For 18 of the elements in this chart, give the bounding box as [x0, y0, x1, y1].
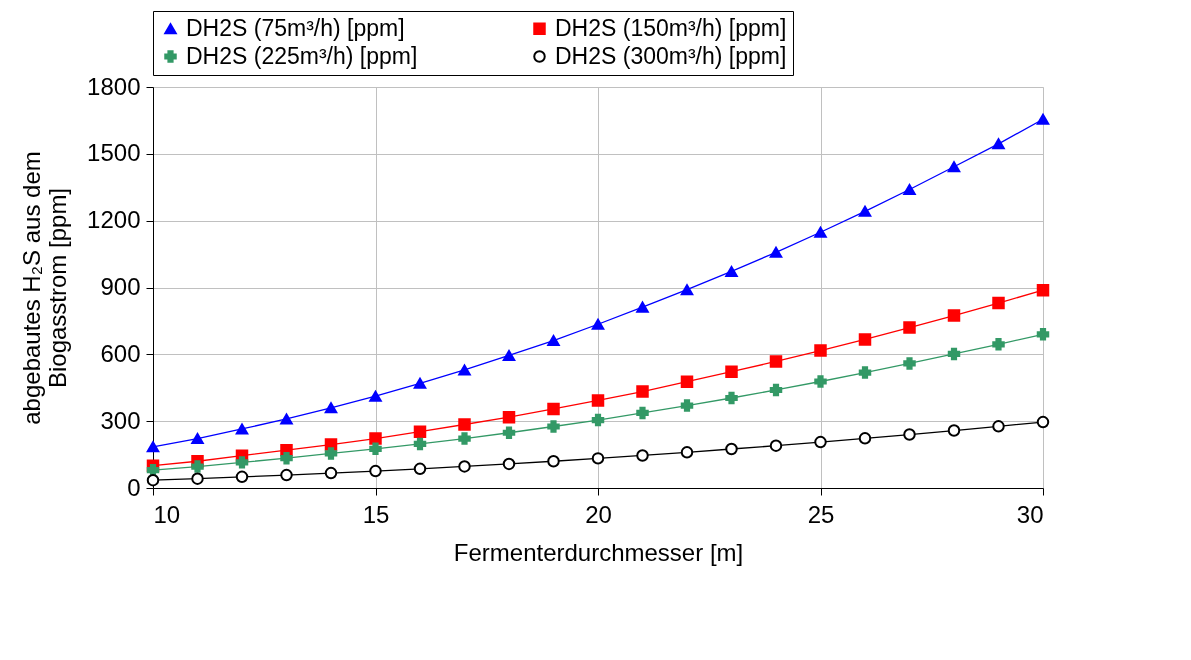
- x-tick-label: 25: [807, 500, 835, 528]
- y-tick-label: 1500: [87, 139, 141, 167]
- legend-label: DH2S (300m³/h) [ppm]: [555, 42, 787, 69]
- x-tick-label: 10: [153, 500, 181, 528]
- y-axis-title: abgebautes H₂S aus dem Biogasstrom [ppm]: [18, 151, 72, 425]
- x-tick-label: 20: [585, 500, 612, 528]
- legend-label: DH2S (150m³/h) [ppm]: [555, 14, 787, 41]
- x-tick-label: 30: [1016, 500, 1044, 528]
- y-tick-label: 600: [100, 339, 141, 367]
- y-tick-label: 1800: [87, 72, 141, 100]
- x-axis-title: Fermenterdurchmesser [m]: [453, 538, 744, 566]
- y-tick-label: 0: [127, 473, 141, 501]
- legend-label: DH2S (75m³/h) [ppm]: [186, 14, 405, 41]
- y-tick-label: 300: [100, 406, 141, 434]
- x-tick-label: 15: [362, 500, 390, 528]
- y-tick-label: 900: [100, 273, 141, 300]
- y-tick-label: 1200: [87, 206, 141, 234]
- legend-label: DH2S (225m³/h) [ppm]: [186, 42, 418, 69]
